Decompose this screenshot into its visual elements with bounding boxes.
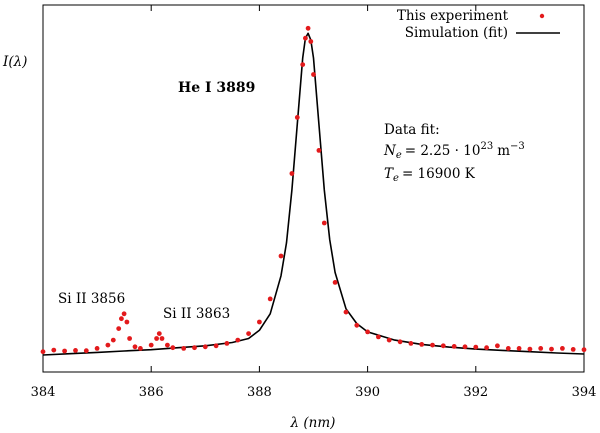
- experiment-point: [124, 319, 130, 325]
- experiment-point: [311, 72, 316, 77]
- experiment-point: [332, 280, 338, 285]
- experiment-point: [192, 345, 197, 351]
- te-sub: e: [393, 173, 399, 184]
- y-axis-label: I(λ): [2, 54, 27, 70]
- x-tick-label: 394: [572, 385, 597, 400]
- experiment-point: [170, 345, 176, 351]
- experiment-point: [132, 344, 138, 350]
- experiment-point: [213, 343, 219, 349]
- experiment-point: [305, 25, 311, 31]
- experiment-point: [83, 348, 89, 354]
- experiment-point: [154, 336, 160, 341]
- experiment-point: [73, 348, 78, 353]
- x-tick-label: 388: [247, 385, 272, 400]
- experiment-point: [165, 342, 170, 348]
- experiment-point: [94, 346, 100, 351]
- experiment-point: [581, 347, 587, 353]
- te-symbol: T: [384, 166, 394, 182]
- experiment-point: [343, 309, 349, 315]
- experiment-point: [119, 316, 124, 322]
- experiment-point: [419, 342, 425, 347]
- experiment-point: [202, 344, 208, 350]
- ne-symbol: N: [383, 143, 397, 159]
- experiment-point: [51, 347, 57, 353]
- experiment-point: [300, 62, 306, 67]
- experiment-point: [549, 346, 554, 352]
- experiment-point: [365, 329, 370, 335]
- experiment-point: [560, 346, 565, 351]
- experiment-point: [289, 171, 295, 176]
- x-ticks: 384 386 388 390 392 394: [31, 5, 597, 400]
- experiment-point: [408, 341, 414, 346]
- experiment-point: [451, 344, 457, 349]
- experiment-point: [181, 346, 187, 351]
- legend-label-experiment: This experiment: [397, 8, 509, 24]
- x-axis-label: λ (nm): [290, 415, 336, 431]
- fit-density: Ne = 2.25 · 1023 m−3: [383, 141, 525, 161]
- x-tick-label: 392: [463, 385, 488, 400]
- experiment-point: [376, 334, 381, 340]
- experiment-point: [484, 345, 489, 351]
- experiment-point: [440, 343, 446, 349]
- experiment-point: [138, 346, 143, 351]
- experiment-point: [156, 331, 162, 336]
- experiment-point: [505, 346, 511, 351]
- experiment-point: [308, 39, 314, 44]
- ne-value: = 2.25 · 10: [405, 143, 481, 159]
- experiment-point: [303, 35, 308, 41]
- experiment-point: [278, 253, 284, 259]
- experiment-point: [386, 337, 392, 343]
- si-3856-label: Si II 3856: [58, 291, 125, 307]
- x-tick-label: 386: [139, 385, 164, 400]
- experiment-point: [495, 343, 500, 349]
- experiment-point: [527, 346, 533, 352]
- he-line-label: He I 3889: [178, 80, 255, 96]
- legend-marker-experiment: [539, 13, 545, 19]
- experiment-point: [257, 319, 262, 325]
- experiment-point: [267, 296, 273, 302]
- plot-frame: [42, 4, 585, 373]
- experiment-point: [316, 148, 322, 153]
- legend-label-fit: Simulation (fit): [405, 25, 508, 41]
- te-value: = 16900 K: [402, 166, 476, 182]
- experiment-point: [40, 349, 46, 355]
- ne-exp: 23: [480, 141, 493, 152]
- experiment-point: [430, 342, 435, 348]
- experiment-point: [570, 347, 576, 352]
- experiment-point: [148, 342, 154, 348]
- experiment-point: [116, 326, 122, 331]
- experiment-point: [473, 344, 479, 350]
- experiment-point: [397, 339, 403, 345]
- experiment-point: [121, 311, 127, 317]
- fit-heading: Data fit:: [384, 122, 440, 138]
- experiment-point: [127, 336, 132, 341]
- fit-temperature: Te = 16900 K: [384, 166, 476, 184]
- experiment-point: [538, 346, 544, 351]
- experiment-series: [40, 25, 587, 355]
- experiment-point: [246, 331, 252, 336]
- experiment-point: [110, 337, 116, 343]
- x-axis-label-text: λ (nm): [290, 415, 336, 431]
- experiment-point: [224, 341, 230, 346]
- x-tick-label: 384: [31, 385, 56, 400]
- x-tick-label: 390: [355, 385, 380, 400]
- ne-sub: e: [396, 150, 402, 161]
- experiment-point: [462, 344, 468, 350]
- experiment-point: [235, 337, 241, 343]
- si-3863-label: Si II 3863: [163, 306, 230, 322]
- ne-unit: m: [497, 143, 510, 159]
- experiment-point: [354, 322, 360, 328]
- experiment-point: [105, 342, 111, 348]
- ne-unit-exp: −3: [510, 141, 525, 152]
- experiment-point: [62, 348, 67, 354]
- experiment-point: [516, 346, 522, 351]
- experiment-point: [321, 220, 327, 226]
- legend: This experiment Simulation (fit): [397, 8, 560, 41]
- experiment-point: [159, 336, 165, 341]
- experiment-point: [294, 115, 300, 120]
